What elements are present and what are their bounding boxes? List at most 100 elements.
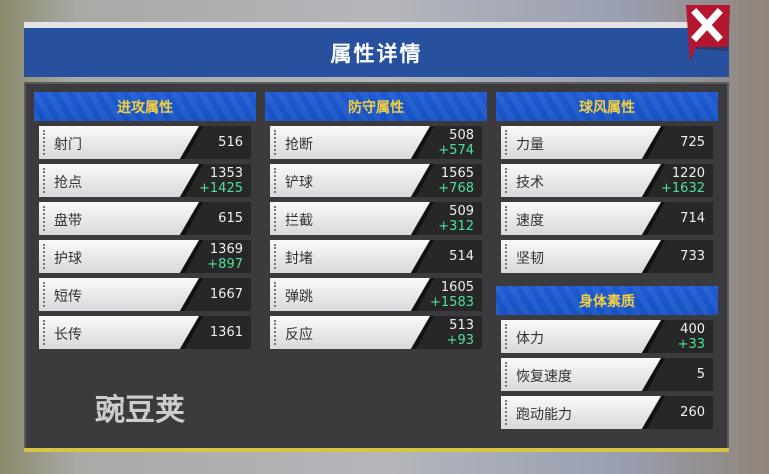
attribute-value: 1353 xyxy=(209,165,243,181)
section-title: 防守属性 xyxy=(348,99,404,116)
attribute-row: 盘带 615 xyxy=(39,202,251,235)
section-header: 球风属性 xyxy=(496,92,718,121)
attribute-row: 体力 400 +33 xyxy=(501,320,713,353)
attribute-value: 1369 xyxy=(209,241,243,257)
attribute-value-box: 733 xyxy=(680,240,705,273)
attribute-label: 技术 xyxy=(516,175,544,191)
attribute-value: 1361 xyxy=(209,325,243,340)
attribute-label: 抢点 xyxy=(54,175,82,191)
attribute-value-box: 1361 xyxy=(210,316,243,349)
section-title: 身体素质 xyxy=(579,293,635,310)
attribute-label-bg xyxy=(39,164,199,197)
attribute-value: 516 xyxy=(218,135,243,150)
attribute-label: 弹跳 xyxy=(285,289,313,305)
attribute-label-bg xyxy=(501,126,661,159)
header-top-strip xyxy=(24,22,729,28)
attribute-label: 跑动能力 xyxy=(516,407,572,423)
section-2: 防守属性 抢断 508 +574 铲球 1565 +768 拦截 509 +312 封… xyxy=(265,92,487,349)
attribute-bonus: +768 xyxy=(438,180,474,196)
attribute-label-bg xyxy=(501,240,661,273)
panel-bottom-accent xyxy=(24,448,729,452)
attribute-label-bg xyxy=(270,240,430,273)
section-title: 进攻属性 xyxy=(117,99,173,116)
attribute-value: 5 xyxy=(696,367,705,382)
attribute-label: 封堵 xyxy=(285,251,313,267)
attribute-value-box: 714 xyxy=(680,202,705,235)
attribute-value: 513 xyxy=(449,317,474,333)
attribute-value: 1667 xyxy=(209,287,243,302)
attribute-value: 509 xyxy=(449,203,474,219)
attribute-value-box: 260 xyxy=(680,396,705,429)
attribute-value-box: 1369 +897 xyxy=(207,240,243,273)
attribute-row: 抢断 508 +574 xyxy=(270,126,482,159)
attribute-label-bg xyxy=(501,164,661,197)
attribute-label-bg xyxy=(270,164,430,197)
attribute-bonus: +574 xyxy=(438,142,474,158)
attribute-value-box: 513 +93 xyxy=(447,316,474,349)
attribute-value: 725 xyxy=(680,135,705,150)
attribute-label-bg xyxy=(501,396,661,429)
attribute-value: 400 xyxy=(680,321,705,337)
attribute-label-bg xyxy=(270,278,430,311)
attribute-value: 733 xyxy=(680,249,705,264)
attribute-value-box: 1605 +1583 xyxy=(430,278,474,311)
attribute-label: 盘带 xyxy=(54,213,82,229)
close-x-icon xyxy=(686,5,730,65)
attribute-row: 长传 1361 xyxy=(39,316,251,349)
attribute-row: 反应 513 +93 xyxy=(270,316,482,349)
attribute-label-bg xyxy=(39,240,199,273)
attribute-row: 恢复速度 5 xyxy=(501,358,713,391)
attribute-row: 力量 725 xyxy=(501,126,713,159)
attribute-bonus: +1583 xyxy=(430,294,474,310)
attribute-value-box: 1220 +1632 xyxy=(661,164,705,197)
attribute-label-bg xyxy=(501,358,661,391)
attribute-row: 跑动能力 260 xyxy=(501,396,713,429)
dialog-title: 属性详情 xyxy=(330,41,423,66)
attribute-value-box: 509 +312 xyxy=(438,202,474,235)
attribute-value-box: 514 xyxy=(449,240,474,273)
attribute-value: 714 xyxy=(680,211,705,226)
section-4: 身体素质 体力 400 +33 恢复速度 5 跑动能力 260 xyxy=(496,286,718,429)
attribute-label-bg xyxy=(270,126,430,159)
watermark: 豌豆荚 xyxy=(95,393,185,428)
section-header: 进攻属性 xyxy=(34,92,256,121)
attribute-label-bg xyxy=(39,126,199,159)
attribute-bonus: +33 xyxy=(677,336,705,352)
attribute-label: 短传 xyxy=(54,289,82,305)
attribute-value: 1605 xyxy=(440,279,474,295)
attribute-row: 速度 714 xyxy=(501,202,713,235)
section-header: 身体素质 xyxy=(496,286,718,315)
attribute-label-bg xyxy=(270,316,430,349)
attribute-value: 514 xyxy=(449,249,474,264)
attribute-label: 抢断 xyxy=(285,137,313,153)
attribute-label: 护球 xyxy=(54,251,82,267)
attribute-row: 短传 1667 xyxy=(39,278,251,311)
attribute-row: 技术 1220 +1632 xyxy=(501,164,713,197)
attribute-row: 封堵 514 xyxy=(270,240,482,273)
attribute-label-bg xyxy=(39,202,199,235)
section-3: 球风属性 力量 725 技术 1220 +1632 速度 714 坚韧 733 xyxy=(496,92,718,273)
attribute-label: 射门 xyxy=(54,137,82,153)
attribute-value: 615 xyxy=(218,211,243,226)
attribute-bonus: +1632 xyxy=(661,180,705,196)
attribute-value-box: 1667 xyxy=(210,278,243,311)
attribute-row: 坚韧 733 xyxy=(501,240,713,273)
attribute-label: 反应 xyxy=(285,327,313,343)
attribute-value-box: 1353 +1425 xyxy=(199,164,243,197)
section-1: 进攻属性 射门 516 抢点 1353 +1425 盘带 615 护球 1369 +… xyxy=(34,92,256,349)
attribute-value-box: 508 +574 xyxy=(438,126,474,159)
attribute-label: 铲球 xyxy=(285,175,313,191)
attribute-bonus: +1425 xyxy=(199,180,243,196)
attribute-value-box: 516 xyxy=(218,126,243,159)
attribute-value-box: 725 xyxy=(680,126,705,159)
attribute-label: 力量 xyxy=(516,137,544,153)
close-button[interactable] xyxy=(684,3,732,65)
attribute-label-bg xyxy=(501,202,661,235)
attribute-row: 弹跳 1605 +1583 xyxy=(270,278,482,311)
attribute-value: 260 xyxy=(680,405,705,420)
attribute-label-bg xyxy=(39,316,199,349)
attribute-label-bg xyxy=(501,320,661,353)
attribute-value-box: 1565 +768 xyxy=(438,164,474,197)
attribute-label-bg xyxy=(39,278,199,311)
attribute-bonus: +312 xyxy=(438,218,474,234)
